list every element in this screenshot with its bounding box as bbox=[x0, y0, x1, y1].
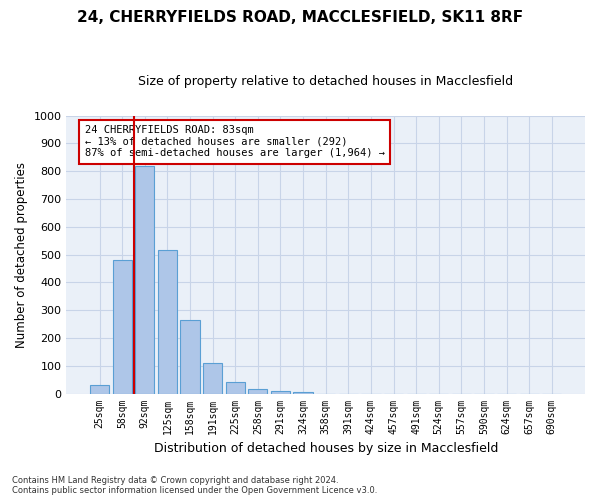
Bar bbox=[248, 388, 268, 394]
Text: Contains HM Land Registry data © Crown copyright and database right 2024.
Contai: Contains HM Land Registry data © Crown c… bbox=[12, 476, 377, 495]
Bar bbox=[293, 392, 313, 394]
Title: Size of property relative to detached houses in Macclesfield: Size of property relative to detached ho… bbox=[138, 75, 513, 88]
Text: 24 CHERRYFIELDS ROAD: 83sqm
← 13% of detached houses are smaller (292)
87% of se: 24 CHERRYFIELDS ROAD: 83sqm ← 13% of det… bbox=[85, 126, 385, 158]
Bar bbox=[158, 250, 177, 394]
Bar bbox=[271, 391, 290, 394]
Bar bbox=[203, 363, 222, 394]
Bar bbox=[90, 385, 109, 394]
Bar bbox=[226, 382, 245, 394]
Text: 24, CHERRYFIELDS ROAD, MACCLESFIELD, SK11 8RF: 24, CHERRYFIELDS ROAD, MACCLESFIELD, SK1… bbox=[77, 10, 523, 25]
Bar bbox=[113, 260, 132, 394]
X-axis label: Distribution of detached houses by size in Macclesfield: Distribution of detached houses by size … bbox=[154, 442, 498, 455]
Bar bbox=[135, 166, 154, 394]
Y-axis label: Number of detached properties: Number of detached properties bbox=[15, 162, 28, 348]
Bar bbox=[181, 320, 200, 394]
